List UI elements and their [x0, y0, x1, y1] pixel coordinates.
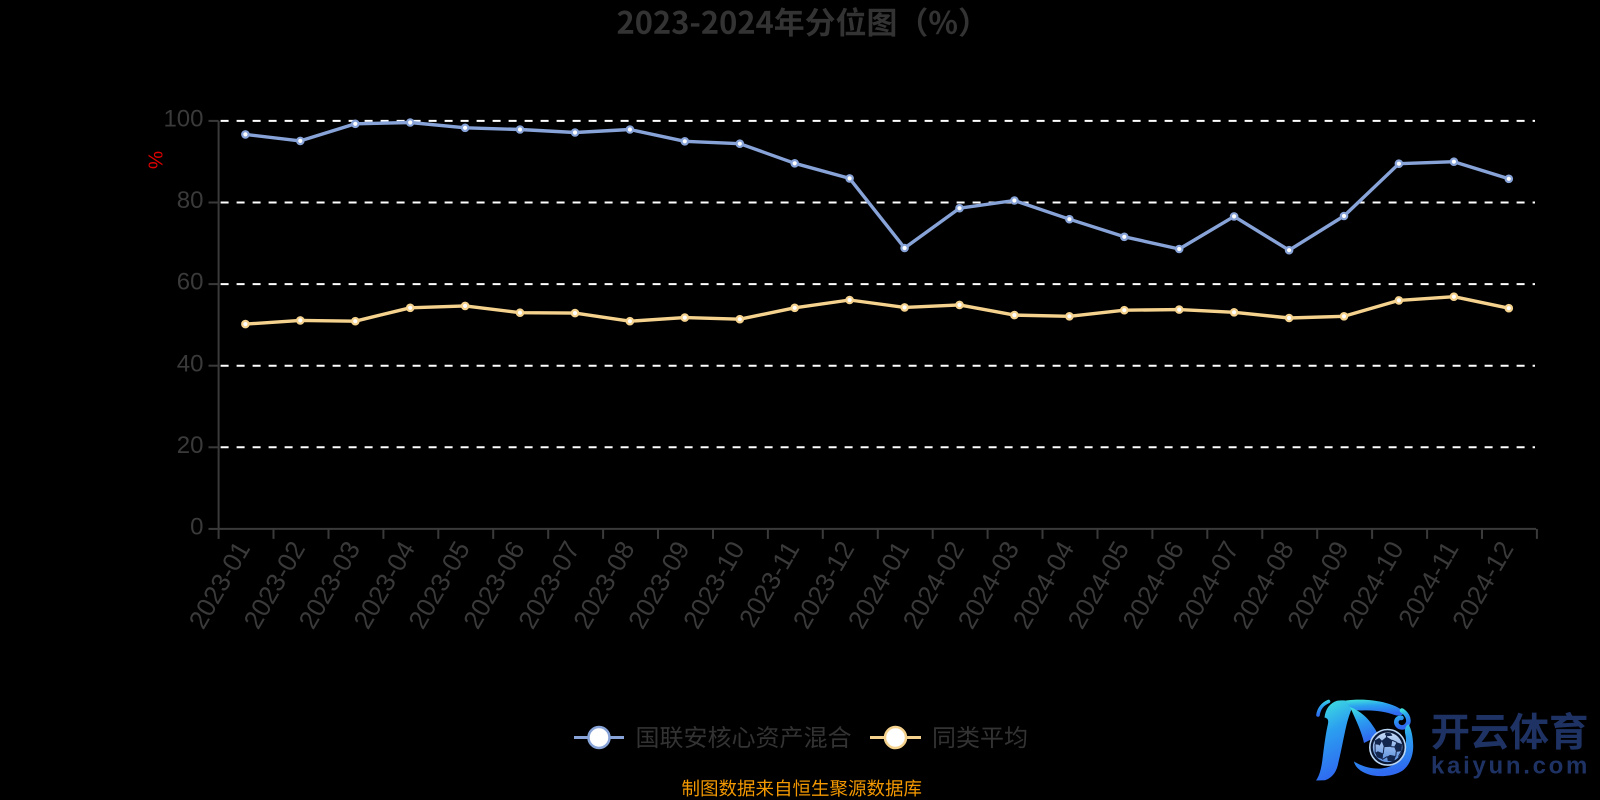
svg-text:%: % [143, 151, 166, 169]
svg-text:20: 20 [177, 432, 204, 459]
svg-text:0: 0 [190, 514, 203, 541]
svg-text:40: 40 [177, 350, 204, 377]
svg-text:60: 60 [177, 269, 204, 296]
svg-text:80: 80 [177, 187, 204, 214]
svg-text:100: 100 [163, 106, 203, 133]
svg-text:kaiyun.com: kaiyun.com [1431, 753, 1590, 780]
